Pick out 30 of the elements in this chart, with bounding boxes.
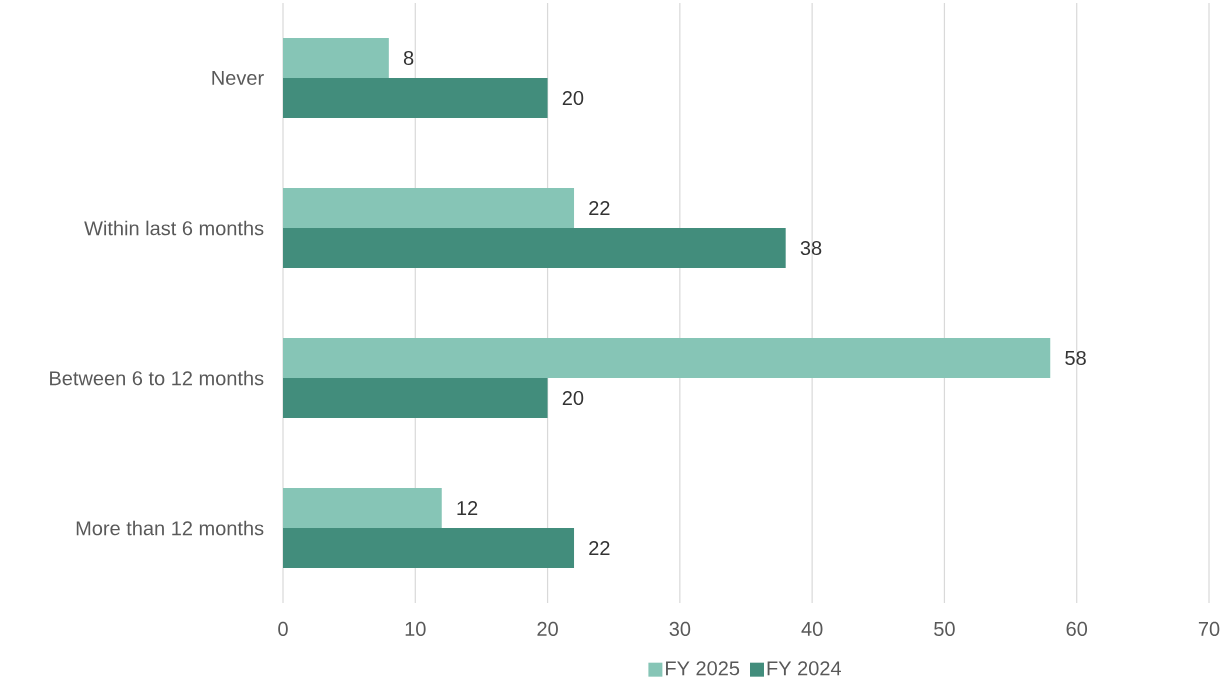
bar [283, 187, 575, 228]
y-tick-label: More than 12 months [76, 520, 264, 536]
x-tick-label: 20 [537, 621, 558, 637]
x-tick-label: 10 [405, 621, 426, 637]
data-label: 12 [457, 500, 478, 515]
x-tick-label: 60 [1066, 621, 1088, 637]
data-label: 20 [562, 90, 584, 106]
bar [283, 527, 575, 569]
legend-label: FY 2025 [666, 661, 740, 676]
bar [283, 487, 442, 528]
y-tick-label: Within last 6 months [84, 220, 264, 236]
legend-label: FY 2024 [767, 661, 841, 676]
data-label: 38 [800, 240, 822, 256]
bar [283, 78, 548, 119]
y-tick-label: Between 6 to 12 months [50, 370, 264, 386]
x-tick-label: 50 [934, 621, 955, 637]
data-label: 20 [562, 390, 584, 406]
data-label: 22 [589, 541, 610, 555]
data-label: 58 [1065, 350, 1086, 366]
data-label: 22 [589, 200, 610, 215]
x-tick-label: 30 [669, 621, 691, 637]
data-label: 8 [403, 50, 414, 66]
x-tick-label: 70 [1198, 621, 1220, 637]
x-tick-label: 0 [278, 621, 288, 637]
y-tick-label: Never [212, 71, 264, 85]
bar [283, 337, 1051, 378]
x-tick-label: 40 [801, 621, 823, 637]
bar [283, 37, 389, 78]
bar [283, 228, 786, 269]
bar [283, 378, 548, 419]
